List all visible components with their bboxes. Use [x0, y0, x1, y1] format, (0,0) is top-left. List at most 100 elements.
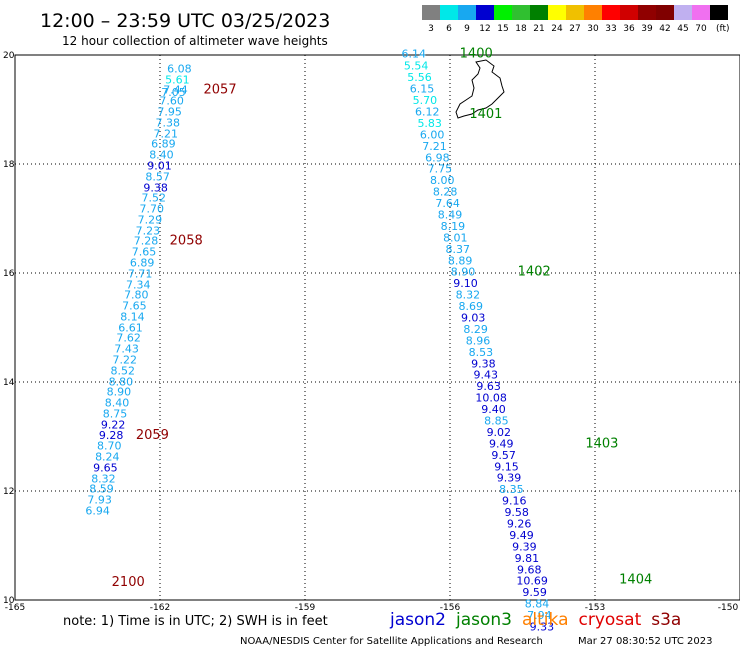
swh-value-point: 9.38	[143, 181, 168, 194]
colorbar-tick-label: 30	[587, 24, 599, 34]
swh-value-point: 8.40	[105, 397, 130, 410]
legend-jason2: jason2	[389, 610, 446, 630]
generated-timestamp: Mar 27 08:30:52 UTC 2023	[578, 636, 713, 647]
y-tick-label: 14	[3, 378, 15, 388]
swh-value-point: 7.60	[159, 95, 184, 108]
gridlines	[15, 55, 740, 600]
swh-value-point: 6.61	[118, 321, 143, 334]
swh-value-point: 7.21	[154, 127, 179, 140]
swh-value-point: 8.40	[149, 149, 174, 162]
swh-value-point: 8.69	[459, 300, 484, 313]
swh-value-point: 7.28	[134, 235, 159, 248]
swh-value-point: 5.54	[404, 60, 429, 73]
swh-value-point: 5.61	[165, 73, 190, 86]
colorbar-swatch	[656, 5, 674, 20]
colorbar-swatch	[566, 5, 584, 20]
colorbar-tick-label: 36	[623, 24, 635, 34]
swh-value-point: 8.37	[445, 243, 470, 256]
swh-value-point: 8.14	[120, 310, 145, 323]
x-tick-label: -153	[585, 603, 605, 613]
data-points: 6.085.617.447.057.607.957.387.216.898.40…	[85, 48, 554, 634]
colorbar-tick-label: 24	[551, 24, 563, 34]
y-tick-label: 12	[3, 487, 14, 497]
colorbar-tick-label: 3	[428, 24, 434, 34]
colorbar-swatch	[548, 5, 566, 20]
swh-value-point: 7.71	[128, 267, 153, 280]
swh-value-point: 9.15	[494, 460, 519, 473]
swh-value-point: 8.53	[469, 346, 494, 359]
swh-value-point: 8.90	[451, 266, 476, 279]
swh-value-point: 8.52	[111, 364, 136, 377]
swh-value-point: 10.69	[516, 575, 548, 588]
swh-value-point: 7.94	[527, 609, 552, 622]
x-tick-label: -150	[718, 603, 739, 613]
time-label: 1401	[469, 107, 502, 122]
plot-area	[14, 54, 740, 601]
time-label: 1404	[619, 573, 652, 588]
colorbar-swatch	[602, 5, 620, 20]
time-label: 1403	[585, 436, 618, 451]
swh-value-point: 5.83	[417, 117, 442, 130]
swh-value-point: 9.65	[93, 461, 118, 474]
swh-value-point: 6.89	[151, 138, 176, 151]
colorbar-swatch	[530, 5, 548, 20]
y-tick-label: 20	[3, 51, 15, 61]
colorbar-tick-label: 27	[569, 24, 580, 34]
chart-subtitle: 12 hour collection of altimeter wave hei…	[62, 34, 328, 48]
time-label: 1400	[460, 47, 493, 62]
swh-value-point: 8.96	[466, 334, 491, 347]
swh-value-point: 8.19	[441, 220, 466, 233]
swh-value-point: 8.89	[448, 254, 473, 267]
colorbar-swatch	[494, 5, 512, 20]
swh-value-point: 6.15	[410, 83, 435, 96]
swh-value-point: 9.59	[522, 586, 547, 599]
colorbar-swatch	[710, 5, 728, 20]
swh-value-point: 9.03	[461, 312, 486, 325]
swh-value-point: 9.28	[99, 429, 124, 442]
swh-value-point: 9.26	[507, 518, 532, 531]
legend-jason3: jason3	[455, 610, 512, 630]
footnote: note: 1) Time is in UTC; 2) SWH is in fe…	[63, 614, 328, 629]
swh-value-point: 8.80	[109, 375, 134, 388]
swh-value-point: 7.95	[157, 105, 182, 118]
swh-value-point: 6.08	[167, 62, 192, 75]
swh-value-point: 6.98	[425, 151, 450, 164]
y-tick-label: 10	[3, 596, 15, 606]
colorbar-tick-label: 9	[464, 24, 470, 34]
time-label: 2100	[112, 575, 145, 590]
swh-value-point: 8.75	[103, 407, 128, 420]
swh-value-point: 7.29	[138, 213, 163, 226]
swh-value-point: 9.68	[517, 563, 542, 576]
colorbar-swatch	[620, 5, 638, 20]
axis-tick-labels: -165 -162 -159 -156 -153 -150 10 12 14 16 18 20	[3, 51, 738, 613]
colorbar: 3 6 9 12 15 18 21 24 27 30 33 36 39 42 45 70 (ft)	[422, 5, 730, 34]
time-labels: 2057 2058 2059 2100 1400 1401 1402 1403 1404	[112, 47, 653, 590]
colorbar-tick-label: 12	[479, 24, 490, 34]
swh-value-point: 10.08	[475, 392, 507, 405]
swh-value-point: 7.65	[122, 300, 147, 313]
swh-value-point: 8.84	[525, 598, 550, 611]
swh-value-point: 8.49	[438, 209, 463, 222]
credit-line: NOAA/NESDIS Center for Satellite Applica…	[240, 636, 543, 647]
swh-value-point: 9.49	[489, 437, 514, 450]
swh-value-point: 8.00	[430, 174, 455, 187]
swh-value-point: 8.35	[499, 483, 524, 496]
colorbar-tick-label: 21	[533, 24, 544, 34]
swh-value-point: 6.12	[415, 105, 440, 118]
swh-value-point: 8.32	[456, 289, 481, 302]
y-tick-label: 18	[3, 160, 15, 170]
swh-value-point: 9.33	[530, 621, 555, 634]
swh-value-point: 9.49	[509, 529, 534, 542]
swh-value-point: 7.52	[141, 192, 166, 205]
swh-value-point: 9.16	[502, 495, 527, 508]
hawaii-coastline	[455, 59, 505, 119]
swh-value-point: 6.14	[402, 48, 427, 61]
swh-value-point: 7.38	[155, 116, 180, 129]
swh-value-point: 6.00	[420, 128, 445, 141]
colorbar-tick-label: 45	[677, 24, 688, 34]
swh-value-point: 9.57	[491, 449, 516, 462]
colorbar-swatch	[476, 5, 494, 20]
swh-value-point: 9.01	[147, 159, 172, 172]
colorbar-tick-label: 70	[695, 24, 707, 34]
y-tick-label: 16	[3, 269, 15, 279]
